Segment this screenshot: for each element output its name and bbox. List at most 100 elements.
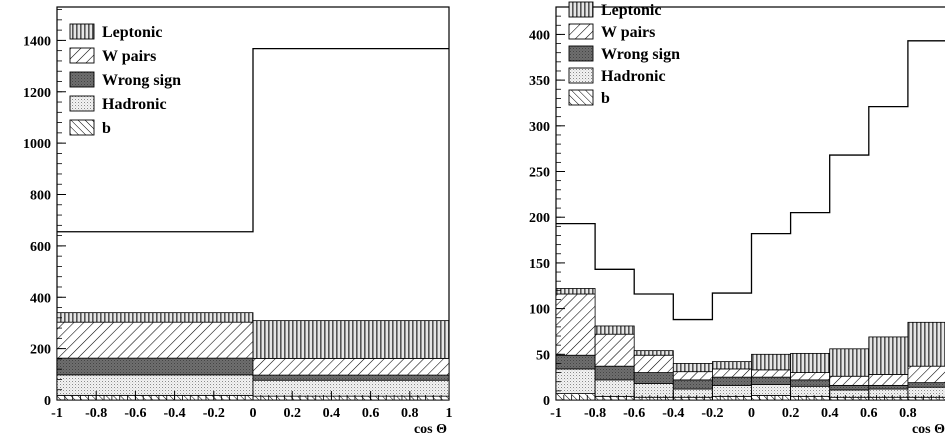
legend-label: b	[601, 90, 610, 107]
y-tick-label: 200	[529, 211, 550, 226]
bar-wrong-sign-bin-0	[56, 357, 254, 376]
x-tick-label: -0.2	[203, 406, 225, 421]
bar-b-bin-0	[555, 393, 596, 401]
legend-swatch-leptonic	[69, 23, 95, 40]
legend-label: Wrong sign	[601, 46, 680, 63]
y-tick-label: 300	[529, 120, 550, 135]
x-tick-label: 0.2	[782, 406, 800, 421]
legend-label: W pairs	[102, 48, 156, 65]
bar-b-bin-2	[633, 396, 674, 401]
bar-w-pairs-bin-4	[712, 368, 752, 378]
bar-leptonic-bin-5	[751, 353, 791, 371]
x-tick-label: -0.4	[164, 406, 186, 421]
bar-leptonic-bin-1	[252, 320, 450, 359]
x-tick-label: 0.8	[401, 406, 419, 421]
y-tick-label: 50	[536, 348, 550, 363]
bar-b-bin-7	[829, 396, 870, 401]
bar-hadronic-bin-1	[594, 379, 635, 397]
x-tick-label: -0.4	[662, 406, 684, 421]
x-tick-label: 0.4	[323, 406, 341, 421]
legend-swatch-hadronic	[69, 95, 95, 112]
y-tick-label: 400	[30, 291, 51, 306]
bar-b-bin-4	[712, 395, 752, 401]
bar-hadronic-bin-5	[751, 384, 791, 396]
bar-wrong-sign-bin-1	[252, 374, 450, 381]
y-tick-label: 1400	[23, 34, 51, 49]
bar-w-pairs-bin-0	[56, 321, 254, 359]
x-axis-label: cos Θ	[912, 422, 945, 437]
legend-label: Leptonic	[601, 2, 661, 19]
legend-label: Leptonic	[102, 24, 162, 41]
bar-wrong-sign-bin-1	[594, 365, 635, 381]
x-tick-label: 0.6	[362, 406, 380, 421]
bar-w-pairs-bin-7	[829, 375, 870, 386]
bar-wrong-sign-bin-5	[751, 376, 791, 385]
bar-wrong-sign-bin-6	[790, 379, 831, 387]
bar-hadronic-bin-3	[672, 388, 713, 398]
bar-b-bin-3	[672, 396, 713, 401]
x-tick-label: 0	[250, 406, 257, 421]
y-tick-label: 600	[30, 240, 51, 255]
bar-hadronic-bin-0	[555, 368, 596, 395]
left-histogram-panel: 0 200 400 600 800 1000 1200 1400 -1 -0.8 -0.6 -0.4 -…	[23, 6, 453, 437]
y-tick-label: 350	[529, 74, 550, 89]
bar-wrong-sign-bin-9	[907, 382, 945, 388]
legend-swatch-b	[568, 89, 594, 106]
y-tick-label: 1000	[23, 137, 51, 152]
bar-wrong-sign-bin-0	[555, 354, 596, 370]
bar-leptonic-bin-3	[672, 363, 713, 373]
y-tick-label: 1200	[23, 86, 51, 101]
bar-w-pairs-bin-6	[790, 372, 831, 381]
x-tick-label: 0.2	[283, 406, 301, 421]
bar-leptonic-bin-9	[907, 321, 945, 367]
bar-b-bin-0	[56, 394, 254, 401]
x-axis-label: cos Θ	[414, 422, 447, 437]
bar-leptonic-bin-4	[712, 361, 752, 370]
bar-b-bin-8	[868, 396, 909, 401]
bar-leptonic-bin-0	[56, 312, 254, 323]
y-tick-label: 200	[30, 343, 51, 358]
bar-b-bin-6	[790, 395, 831, 401]
bar-leptonic-bin-6	[790, 352, 831, 373]
x-tick-label: -0.8	[85, 406, 107, 421]
legend-label: Wrong sign	[102, 72, 181, 89]
bar-leptonic-bin-8	[868, 336, 909, 375]
bar-b-bin-1	[252, 395, 450, 401]
bar-hadronic-bin-8	[868, 388, 909, 398]
bar-hadronic-bin-7	[829, 389, 870, 398]
bar-hadronic-bin-1	[252, 379, 450, 397]
x-tick-label: -0.6	[623, 406, 645, 421]
legend-label: W pairs	[601, 24, 655, 41]
y-tick-label: 0	[44, 394, 51, 409]
x-tick-label: -1	[550, 406, 562, 421]
y-tick-label: 150	[529, 257, 550, 272]
bar-w-pairs-bin-1	[252, 357, 450, 376]
legend-swatch-w-pairs	[69, 47, 95, 64]
bar-w-pairs-bin-0	[555, 293, 596, 356]
bar-wrong-sign-bin-8	[868, 384, 909, 390]
bar-hadronic-bin-2	[633, 383, 674, 398]
legend-swatch-w-pairs	[568, 23, 594, 40]
legend-label: Hadronic	[102, 96, 167, 113]
bar-wrong-sign-bin-7	[829, 384, 870, 391]
x-tick-label: -0.6	[124, 406, 146, 421]
y-tick-label: 400	[529, 28, 550, 43]
bar-wrong-sign-bin-4	[712, 376, 752, 386]
data-histogram-line	[556, 40, 945, 321]
bar-leptonic-bin-1	[594, 325, 635, 335]
y-tick-label: 100	[529, 303, 550, 318]
bar-wrong-sign-bin-3	[672, 379, 713, 390]
bar-hadronic-bin-0	[56, 374, 254, 396]
bar-w-pairs-bin-9	[907, 365, 945, 384]
legend-label: b	[102, 120, 111, 137]
x-tick-label: -1	[51, 406, 63, 421]
bar-w-pairs-bin-8	[868, 374, 909, 386]
x-tick-label: 0.4	[821, 406, 839, 421]
legend-swatch-hadronic	[568, 67, 594, 84]
y-tick-label: 800	[30, 189, 51, 204]
bar-leptonic-bin-0	[555, 288, 596, 295]
legend-swatch-b	[69, 119, 95, 136]
bar-b-bin-1	[594, 395, 635, 401]
x-tick-label: 0.8	[899, 406, 917, 421]
